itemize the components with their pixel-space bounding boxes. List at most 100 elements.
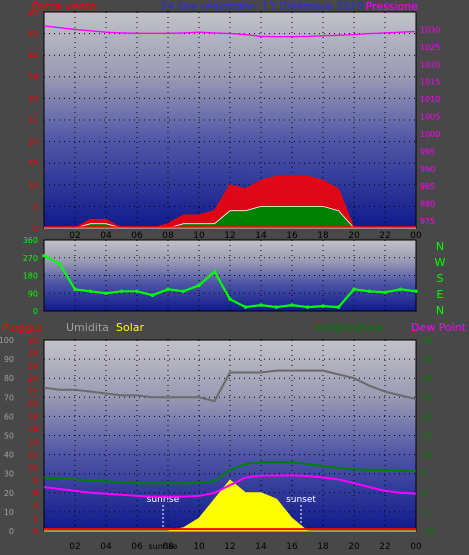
temperature-x-tick: 20	[348, 542, 360, 552]
direction-point	[243, 305, 248, 309]
temperature-label: Temperatura	[312, 321, 383, 334]
temperature-y-tick: -10	[422, 527, 435, 536]
direction-point	[88, 289, 93, 294]
direction-point	[414, 289, 418, 294]
compass-w: W	[435, 256, 446, 269]
rain-y-tick: 18	[28, 412, 38, 421]
rain-y-tick: 10	[28, 463, 38, 472]
rain-y-tick: 2	[33, 514, 38, 523]
wind-avg-series	[44, 206, 416, 229]
humidity-y-tick: 60	[4, 412, 14, 421]
direction-point	[398, 287, 403, 292]
temperature-x-tick: 08	[162, 542, 174, 552]
humidity-y-tick: 70	[4, 393, 14, 402]
pressure-y-tick: 985	[420, 182, 435, 191]
temperature-y-tick: 0	[422, 489, 427, 498]
wind-x-tick: 22	[379, 231, 390, 241]
humidity-y-tick: 80	[4, 374, 14, 383]
solar-label: Solar	[116, 321, 145, 334]
pressure-y-tick: 1015	[420, 78, 440, 87]
wind-x-tick: 02	[69, 231, 80, 241]
wind-x-tick: 18	[317, 231, 329, 241]
wind-y-tick: 35	[28, 73, 38, 82]
direction-point	[352, 287, 356, 292]
direction-y-tick: 90	[28, 289, 38, 298]
wind-x-tick: 14	[255, 231, 267, 241]
wind-y-tick: 0	[33, 224, 38, 233]
wind-y-tick: 15	[28, 159, 38, 168]
pressure-y-tick: 980	[420, 200, 435, 209]
wind-y-tick: 45	[28, 30, 38, 39]
rain-label: Pioggia	[2, 321, 42, 334]
temperature-x-tick: 16	[286, 542, 298, 552]
pressure-y-tick: 1025	[420, 43, 440, 52]
humidity-y-tick: 50	[4, 432, 14, 441]
humidity-y-tick: 10	[4, 508, 14, 517]
rain-y-tick: 14	[28, 438, 38, 447]
wind-x-tick: 20	[348, 231, 360, 241]
temperature-y-tick: -5	[422, 508, 430, 517]
wind-speed-label: Forza vento	[32, 0, 97, 13]
humidity-y-tick: 90	[4, 355, 14, 364]
direction-point	[274, 305, 279, 309]
wind-x-tick: 06	[131, 231, 143, 241]
humidity-series	[43, 369, 417, 403]
wind-x-tick: 16	[286, 231, 298, 241]
temperature-series	[43, 461, 417, 485]
wind-y-tick: 50	[28, 8, 38, 17]
direction-point	[305, 305, 310, 309]
rain-y-tick: 28	[28, 349, 38, 358]
pressure-y-tick: 1020	[420, 60, 440, 69]
temperature-x-tick: 00	[410, 542, 422, 552]
wind-x-tick: 00	[410, 231, 422, 241]
solar-series	[44, 479, 416, 532]
direction-point	[42, 253, 46, 258]
wind-y-tick: 25	[28, 116, 38, 125]
wind-y-tick: 40	[28, 51, 38, 60]
wind-y-tick: 10	[28, 181, 38, 190]
direction-point	[290, 303, 294, 307]
direction-point	[228, 297, 232, 301]
temperature-y-tick: 15	[422, 432, 432, 441]
direction-point	[259, 303, 263, 307]
direction-y-tick: 180	[23, 272, 38, 281]
temperature-y-tick: 30	[422, 374, 432, 383]
pressure-y-tick: 1005	[420, 113, 440, 122]
dew-point-label: Dew Point	[411, 321, 467, 334]
direction-point	[166, 287, 170, 292]
temperature-x-tick: 12	[224, 542, 235, 552]
direction-point	[57, 261, 62, 266]
direction-point	[181, 289, 186, 294]
direction-point	[73, 287, 77, 292]
compass-s: S	[437, 272, 444, 285]
direction-y-tick: 270	[23, 254, 38, 263]
temperature-y-tick: 25	[422, 393, 432, 402]
temperature-y-tick: 40	[422, 336, 432, 345]
pressure-y-tick: 990	[420, 165, 435, 174]
chart-title: 24 Ore registrate: 13 Dicembre 2019	[160, 0, 363, 13]
rain-y-tick: 26	[28, 361, 38, 370]
rain-y-tick: 8	[33, 476, 38, 485]
pressure-series	[43, 25, 417, 38]
rain-y-tick: 16	[28, 425, 38, 434]
humidity-y-tick: 40	[4, 451, 14, 460]
rain-y-tick: 6	[33, 489, 38, 498]
rain-y-tick: 24	[28, 374, 38, 383]
pressure-y-tick: 1010	[420, 95, 440, 104]
direction-y-tick: 360	[23, 236, 38, 245]
temperature-x-tick: 18	[317, 542, 329, 552]
direction-point	[104, 291, 108, 296]
wind-y-tick: 20	[28, 138, 38, 147]
wind-y-tick: 30	[28, 94, 38, 103]
temperature-x-tick: 22	[379, 542, 390, 552]
temperature-x-tick: 04	[100, 542, 112, 552]
wind-x-tick: 08	[162, 231, 174, 241]
pressure-y-tick: 1000	[420, 130, 440, 139]
dew-point-series	[43, 474, 417, 498]
temperature-x-tick: 10	[193, 542, 205, 552]
direction-point	[119, 289, 124, 294]
direction-point	[336, 305, 341, 309]
rain-y-tick: 20	[28, 400, 38, 409]
compass-e: E	[437, 288, 444, 301]
